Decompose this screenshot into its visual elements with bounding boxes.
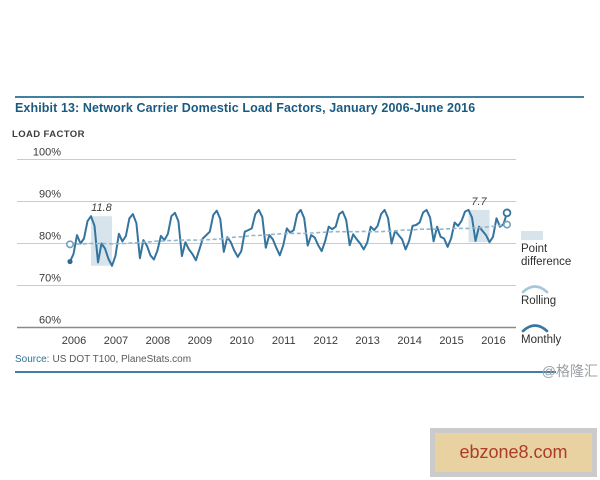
top-divider bbox=[15, 96, 584, 98]
bottom-divider bbox=[15, 371, 556, 373]
point-difference-label: 11.8 bbox=[91, 202, 112, 214]
source-label: Source: bbox=[15, 354, 50, 365]
chart-title: Exhibit 13: Network Carrier Domestic Loa… bbox=[15, 101, 476, 115]
site-watermark-badge: ebzone8.com bbox=[430, 428, 597, 477]
rolling-arc-icon bbox=[521, 285, 549, 294]
y-tick-label: 100% bbox=[33, 147, 61, 159]
y-tick-label: 80% bbox=[39, 231, 61, 243]
x-tick-label: 2013 bbox=[355, 335, 379, 347]
x-tick-label: 2012 bbox=[313, 335, 337, 347]
point-difference-label: 7.7 bbox=[471, 196, 487, 208]
source-line: Source: US DOT T100, PlaneStats.com bbox=[15, 354, 191, 365]
x-tick-label: 2014 bbox=[397, 335, 421, 347]
x-tick-label: 2011 bbox=[272, 335, 296, 347]
rolling-end-marker bbox=[502, 220, 511, 229]
monthly-series-line bbox=[69, 208, 508, 267]
monthly-end-marker bbox=[502, 208, 512, 218]
y-axis-title: LOAD FACTOR bbox=[12, 129, 85, 140]
chart-legend: Point difference Rolling Monthly bbox=[521, 231, 593, 360]
y-tick-label: 70% bbox=[39, 273, 61, 285]
watermark-text: @格隆汇 bbox=[541, 363, 598, 379]
point-difference-swatch-icon bbox=[521, 231, 543, 240]
x-tick-label: 2015 bbox=[439, 335, 463, 347]
y-tick-label: 60% bbox=[39, 315, 61, 327]
rolling-start-marker bbox=[66, 240, 75, 249]
legend-item-monthly: Monthly bbox=[521, 321, 593, 347]
legend-label: Rolling bbox=[521, 295, 557, 307]
legend-label: Point difference bbox=[521, 243, 572, 268]
x-tick-label: 2008 bbox=[146, 335, 170, 347]
x-tick-label: 2006 bbox=[62, 335, 86, 347]
x-tick-label: 2016 bbox=[481, 335, 505, 347]
legend-item-point-difference: Point difference bbox=[521, 231, 593, 269]
source-text: US DOT T100, PlaneStats.com bbox=[52, 354, 192, 365]
x-tick-label: 2009 bbox=[188, 335, 212, 347]
legend-item-rolling: Rolling bbox=[521, 282, 593, 308]
legend-label: Monthly bbox=[521, 334, 562, 346]
x-tick-label: 2010 bbox=[230, 335, 254, 347]
y-tick-label: 90% bbox=[39, 189, 61, 201]
rolling-series-line bbox=[70, 223, 508, 246]
x-tick-label: 2007 bbox=[104, 335, 128, 347]
monthly-start-marker bbox=[67, 258, 73, 265]
monthly-arc-icon bbox=[521, 324, 549, 333]
